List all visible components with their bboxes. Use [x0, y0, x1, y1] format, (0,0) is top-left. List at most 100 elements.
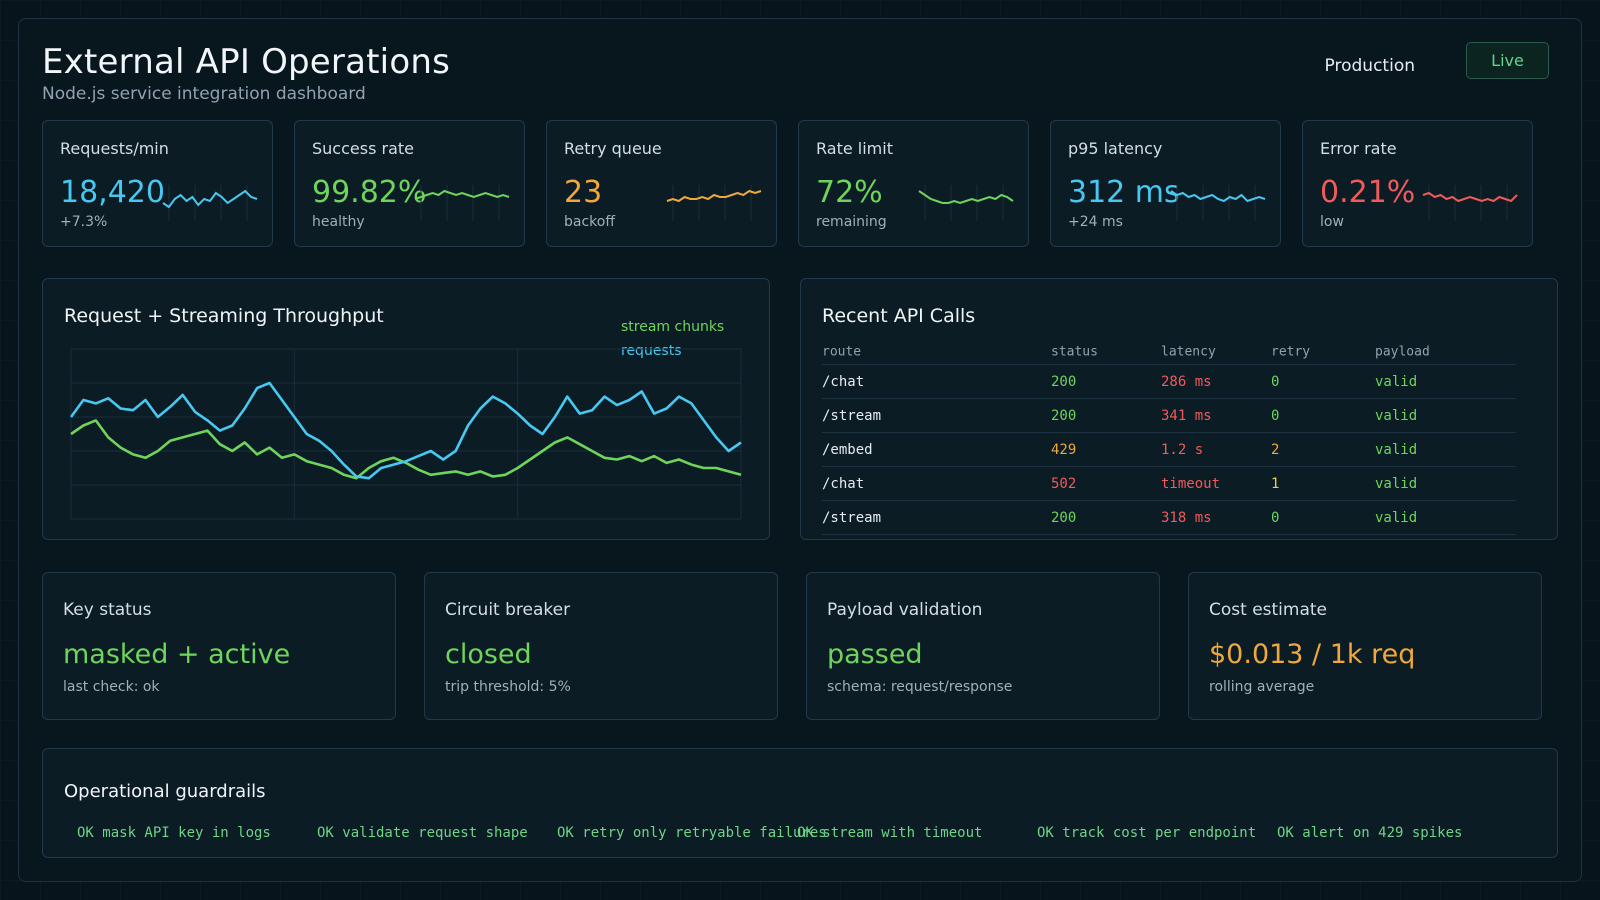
status-card-value: closed [445, 639, 532, 670]
kpi-card[interactable]: Error rate 0.21% low [1302, 120, 1533, 247]
table-row[interactable]: /chat 502 timeout 1 valid [822, 467, 1516, 501]
cell-latency: timeout [1161, 475, 1221, 492]
legend-requests: requests [621, 343, 682, 359]
throughput-chart [69, 348, 742, 520]
kpi-sparkline [162, 185, 258, 221]
cell-retry: 0 [1271, 509, 1280, 526]
kpi-label: Success rate [312, 139, 414, 158]
column-header-payload[interactable]: payload [1375, 344, 1430, 359]
guardrail-item: OK retry only retryable failures [557, 825, 827, 841]
kpi-label: Retry queue [564, 139, 662, 158]
kpi-label: p95 latency [1068, 139, 1163, 158]
guardrail-item: OK mask API key in logs [77, 825, 271, 841]
kpi-card[interactable]: Retry queue 23 backoff [546, 120, 777, 247]
table-row[interactable]: /stream 200 341 ms 0 valid [822, 399, 1516, 433]
kpi-value: 312 ms [1068, 175, 1180, 210]
sparkline-series [1422, 191, 1518, 203]
kpi-sparkline [1422, 185, 1518, 221]
cell-latency: 286 ms [1161, 373, 1212, 390]
series-line-requests [69, 381, 742, 480]
cell-route: /stream [822, 407, 882, 424]
cell-payload: valid [1375, 475, 1418, 492]
cell-route: /embed [822, 441, 873, 458]
cell-latency: 1.2 s [1161, 441, 1204, 458]
guardrail-item: OK validate request shape [317, 825, 528, 841]
guardrails-title: Operational guardrails [64, 781, 266, 802]
cell-status: 429 [1051, 441, 1077, 458]
status-card[interactable]: Key status masked + active last check: o… [42, 572, 396, 720]
status-card-label: Cost estimate [1209, 600, 1328, 620]
kpi-subtext: backoff [564, 214, 615, 230]
recent-calls-panel: Recent API Calls route status latency re… [800, 278, 1558, 540]
kpi-subtext: remaining [816, 214, 887, 230]
legend-stream-chunks: stream chunks [621, 319, 725, 335]
status-card-label: Circuit breaker [445, 600, 571, 620]
guardrails-panel: Operational guardrails OK mask API key i… [42, 748, 1558, 858]
kpi-value: 99.82% [312, 175, 427, 210]
table-row[interactable]: /stream 200 318 ms 0 valid [822, 501, 1516, 535]
cell-retry: 0 [1271, 373, 1280, 390]
status-card-value: masked + active [63, 639, 291, 670]
status-card-value: passed [827, 639, 923, 670]
sparkline-series [162, 189, 258, 209]
cell-retry: 1 [1271, 475, 1280, 492]
cell-status: 502 [1051, 475, 1077, 492]
column-header-latency[interactable]: latency [1161, 344, 1216, 359]
kpi-card[interactable]: Rate limit 72% remaining [798, 120, 1029, 247]
status-card[interactable]: Circuit breaker closed trip threshold: 5… [424, 572, 778, 720]
sparkline-series [918, 190, 1014, 205]
kpi-card[interactable]: Requests/min 18,420 +7.3% [42, 120, 273, 247]
cell-route: /chat [822, 373, 865, 390]
cell-status: 200 [1051, 407, 1077, 424]
kpi-sparkline [1170, 185, 1266, 221]
kpi-subtext: healthy [312, 214, 365, 230]
sparkline-series [1170, 190, 1266, 203]
series-line-stream-chunks [70, 419, 742, 480]
cell-route: /stream [822, 509, 882, 526]
cell-route: /chat [822, 475, 865, 492]
kpi-label: Rate limit [816, 139, 893, 158]
kpi-sparkline [918, 185, 1014, 221]
table-row[interactable]: /chat 200 286 ms 0 valid [822, 365, 1516, 399]
cell-latency: 318 ms [1161, 509, 1212, 526]
environment-label: Production [1324, 56, 1415, 76]
kpi-sparkline [414, 185, 510, 221]
kpi-value: 72% [816, 175, 883, 210]
sparkline-series [414, 189, 510, 200]
kpi-card[interactable]: Success rate 99.82% healthy [294, 120, 525, 247]
cell-retry: 2 [1271, 441, 1280, 458]
status-card[interactable]: Cost estimate $0.013 / 1k req rolling av… [1188, 572, 1542, 720]
status-card-subtext: schema: request/response [827, 679, 1013, 695]
status-card-subtext: trip threshold: 5% [445, 679, 571, 695]
page-title: External API Operations [42, 42, 450, 82]
kpi-subtext: +7.3% [60, 214, 108, 230]
cell-payload: valid [1375, 441, 1418, 458]
kpi-subtext: low [1320, 214, 1344, 230]
guardrail-item: OK track cost per endpoint [1037, 825, 1257, 841]
table-row[interactable]: /embed 429 1.2 s 2 valid [822, 433, 1516, 467]
page-subtitle: Node.js service integration dashboard [42, 84, 366, 104]
status-card-label: Payload validation [827, 600, 983, 620]
column-header-status[interactable]: status [1051, 344, 1098, 359]
cell-retry: 0 [1271, 407, 1280, 424]
recent-calls-title: Recent API Calls [822, 305, 976, 327]
cell-status: 200 [1051, 509, 1077, 526]
live-button[interactable]: Live [1466, 42, 1549, 79]
throughput-title: Request + Streaming Throughput [64, 305, 384, 327]
status-card[interactable]: Payload validation passed schema: reques… [806, 572, 1160, 720]
guardrail-item: OK stream with timeout [797, 825, 983, 841]
kpi-value: 0.21% [1320, 175, 1416, 210]
column-header-route[interactable]: route [822, 344, 862, 359]
status-card-value: $0.013 / 1k req [1209, 639, 1416, 670]
column-header-retry[interactable]: retry [1271, 344, 1311, 359]
recent-calls-table: route status latency retry payload /chat… [822, 339, 1516, 535]
kpi-card[interactable]: p95 latency 312 ms +24 ms [1050, 120, 1281, 247]
sparkline-series [666, 189, 762, 203]
status-card-label: Key status [63, 600, 152, 620]
table-header: route status latency retry payload [822, 339, 1516, 365]
cell-status: 200 [1051, 373, 1077, 390]
cell-latency: 341 ms [1161, 407, 1212, 424]
kpi-value: 18,420 [60, 175, 165, 210]
throughput-panel: Request + Streaming Throughput stream ch… [42, 278, 770, 540]
guardrail-item: OK alert on 429 spikes [1277, 825, 1463, 841]
